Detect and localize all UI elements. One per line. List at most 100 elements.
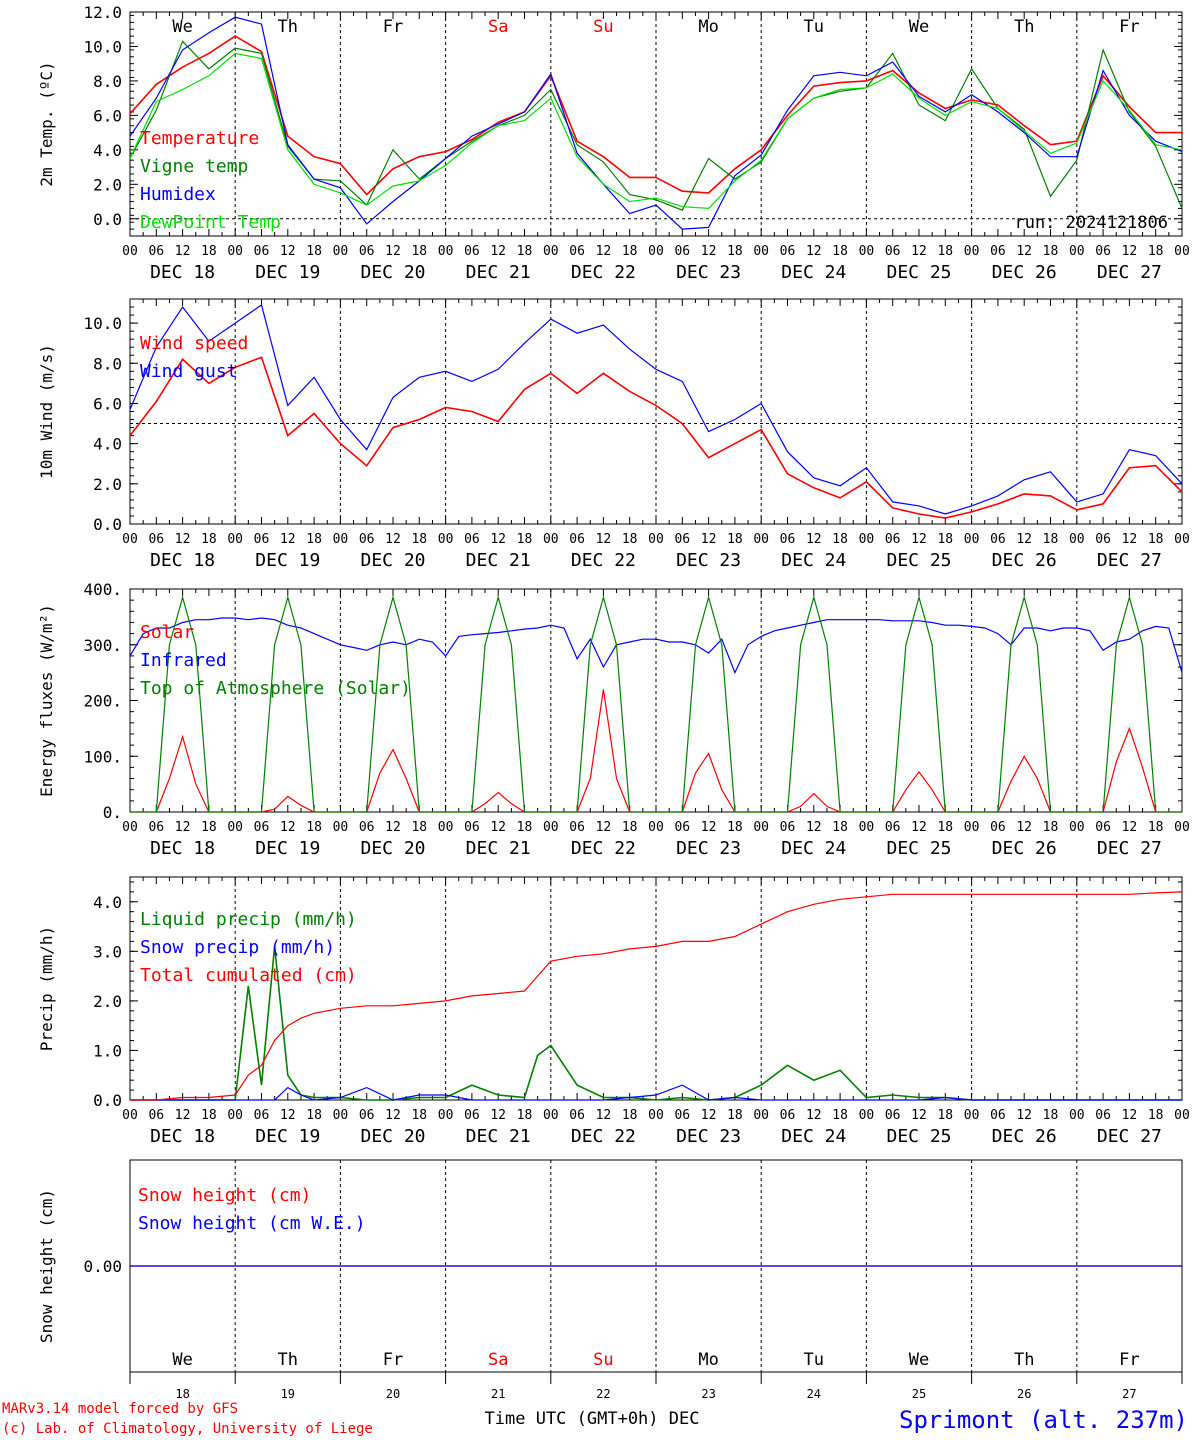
hour-label: 00 [859, 244, 875, 259]
hour-label: 00 [122, 1108, 138, 1123]
hour-label: 12 [806, 532, 822, 547]
hour-label: 12 [911, 1108, 927, 1123]
hour-label: 00 [227, 1108, 243, 1123]
hour-label: 06 [990, 1108, 1006, 1123]
date-label: DEC 23 [676, 262, 741, 283]
y-tick-label: 10.0 [83, 37, 122, 56]
date-label: DEC 19 [255, 1126, 320, 1147]
date-label: DEC 27 [1097, 1126, 1162, 1147]
hour-label: 12 [385, 820, 401, 835]
panel-frame [129, 298, 1183, 525]
y-tick-label: 0.0 [93, 515, 122, 534]
hour-label: 00 [1174, 1108, 1190, 1123]
hour-label: 12 [175, 532, 191, 547]
date-label: DEC 19 [255, 838, 320, 859]
date-label: DEC 22 [571, 550, 636, 571]
legend-entry: Humidex [140, 184, 216, 205]
hour-label: 00 [648, 820, 664, 835]
hour-label: 06 [1095, 820, 1111, 835]
hour-label: 12 [911, 244, 927, 259]
hour-label: 18 [727, 244, 743, 259]
hour-label: 06 [569, 532, 585, 547]
station-label: Sprimont (alt. 237m) [899, 1406, 1188, 1434]
hour-label: 06 [254, 1108, 270, 1123]
hour-label: 18 [306, 532, 322, 547]
weekday-label: Su [593, 1350, 613, 1370]
hour-label: 00 [227, 244, 243, 259]
hour-label: 00 [438, 820, 454, 835]
weekday-label: Fr [1119, 1350, 1139, 1370]
hour-label: 18 [1148, 1108, 1164, 1123]
series-line-infrared [129, 617, 1183, 675]
y-tick-label: 0. [103, 803, 122, 822]
series-line-temperature [129, 35, 1182, 196]
legend-entry: Liquid precip (mm/h) [140, 909, 357, 930]
y-tick-label: 4.0 [93, 435, 122, 454]
hour-label: 18 [937, 532, 953, 547]
hour-label: 12 [175, 820, 191, 835]
hour-label: 06 [359, 244, 375, 259]
hour-label: 12 [385, 1108, 401, 1123]
hour-label: 18 [832, 532, 848, 547]
hour-label: 18 [1043, 244, 1059, 259]
weekday-label: Tu [804, 17, 824, 37]
hour-label: 18 [517, 532, 533, 547]
legend-entry: Snow precip (mm/h) [140, 937, 335, 958]
hour-label: 00 [333, 820, 349, 835]
date-label: DEC 25 [886, 1126, 951, 1147]
day-number-label: 26 [1017, 1387, 1031, 1401]
y-tick-label: 6.0 [93, 394, 122, 413]
hour-label: 18 [201, 1108, 217, 1123]
date-label: DEC 25 [886, 550, 951, 571]
y-axis-label: 10m Wind (m/s) [37, 344, 56, 479]
hour-label: 06 [990, 820, 1006, 835]
hour-label: 12 [1122, 1108, 1138, 1123]
hour-label: 12 [175, 244, 191, 259]
y-tick-label: 10.0 [83, 314, 122, 333]
hour-label: 18 [306, 1108, 322, 1123]
hour-label: 00 [753, 244, 769, 259]
y-tick-label: 8.0 [93, 354, 122, 373]
hour-label: 18 [832, 244, 848, 259]
model-credit: MARv3.14 model forced by GFS [2, 1401, 238, 1417]
hour-label: 00 [227, 820, 243, 835]
y-tick-label: 3.0 [93, 942, 122, 961]
hour-label: 12 [1016, 820, 1032, 835]
date-label: DEC 22 [571, 1126, 636, 1147]
series-line-dewpoint-temp [129, 52, 1183, 210]
hour-label: 12 [280, 244, 296, 259]
y-axis-label: Precip (mm/h) [37, 926, 56, 1051]
hour-label: 00 [1069, 820, 1085, 835]
date-label: DEC 26 [992, 838, 1057, 859]
hour-label: 18 [201, 244, 217, 259]
date-label: DEC 19 [255, 550, 320, 571]
hour-label: 18 [517, 820, 533, 835]
hour-label: 12 [596, 244, 612, 259]
hour-label: 00 [964, 1108, 980, 1123]
hour-label: 18 [832, 1108, 848, 1123]
date-label: DEC 23 [676, 838, 741, 859]
y-axis-label: Energy fluxes (W/m²) [37, 604, 56, 797]
hour-label: 12 [385, 244, 401, 259]
hour-label: 18 [1148, 244, 1164, 259]
hour-label: 06 [990, 532, 1006, 547]
legend-entry: Vigne temp [140, 156, 248, 177]
hour-label: 00 [438, 532, 454, 547]
hour-label: 00 [122, 532, 138, 547]
hour-label: 12 [280, 820, 296, 835]
weekday-label: Th [278, 1350, 298, 1370]
hour-label: 12 [701, 532, 717, 547]
hour-label: 18 [517, 244, 533, 259]
hour-label: 06 [780, 820, 796, 835]
y-tick-label: 0.0 [93, 210, 122, 229]
hour-label: 06 [674, 532, 690, 547]
hour-label: 00 [543, 244, 559, 259]
run-label: run: 2024121806 [1014, 213, 1168, 233]
date-label: DEC 23 [676, 550, 741, 571]
legend-entry: DewPoint Temp [140, 212, 281, 233]
date-label: DEC 20 [360, 1126, 425, 1147]
hour-label: 00 [1174, 244, 1190, 259]
weekday-label: We [909, 1350, 929, 1370]
hour-label: 12 [701, 244, 717, 259]
hour-label: 12 [1122, 244, 1138, 259]
